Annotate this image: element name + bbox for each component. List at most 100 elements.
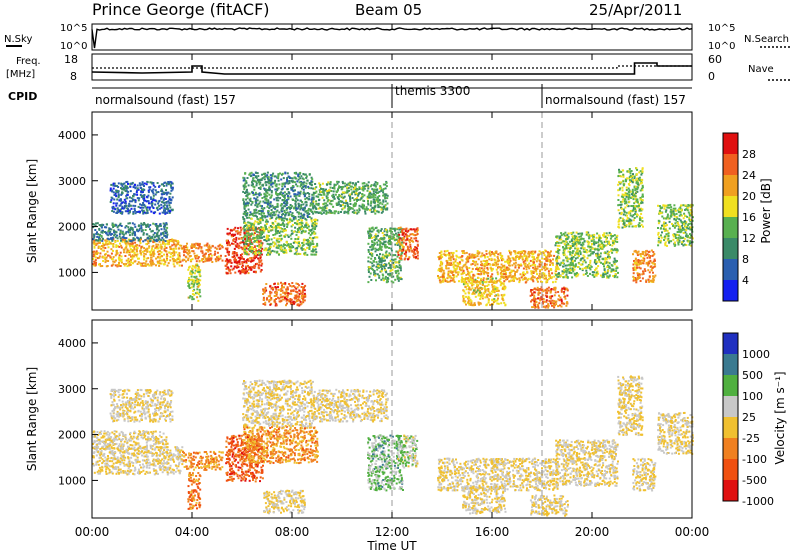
echo-cell bbox=[173, 265, 176, 268]
echo-cell bbox=[163, 247, 166, 250]
echo-cell bbox=[239, 242, 242, 245]
echo-cell bbox=[250, 268, 253, 271]
echo-cell bbox=[269, 174, 272, 177]
echo-cell bbox=[275, 294, 278, 297]
echo-cell bbox=[298, 289, 301, 292]
echo-cell bbox=[372, 201, 375, 204]
echo-cell bbox=[536, 278, 538, 281]
echo-cell bbox=[146, 247, 149, 250]
echo-cell bbox=[217, 259, 220, 262]
echo-cell bbox=[227, 252, 230, 255]
echo-cell bbox=[250, 260, 252, 263]
echo-cell bbox=[536, 265, 539, 268]
echo-cell bbox=[106, 237, 109, 240]
echo-cell bbox=[510, 251, 513, 254]
echo-cell bbox=[220, 245, 223, 247]
echo-cell bbox=[165, 193, 168, 196]
echo-cell bbox=[172, 259, 175, 262]
echo-cell bbox=[281, 207, 284, 210]
echo-cell bbox=[273, 237, 276, 239]
echo-cell bbox=[121, 192, 124, 195]
echo-cell bbox=[258, 259, 261, 262]
echo-cell bbox=[265, 236, 268, 239]
power-echo-marks bbox=[92, 167, 694, 309]
echo-cell bbox=[158, 212, 161, 215]
echo-cell bbox=[265, 240, 268, 243]
echo-cell bbox=[260, 207, 263, 210]
echo-cell bbox=[195, 270, 198, 273]
echo-cell bbox=[531, 250, 534, 253]
echo-cell bbox=[475, 268, 478, 271]
echo-cell bbox=[261, 210, 264, 212]
echo-cell bbox=[261, 173, 264, 176]
echo-cell bbox=[281, 172, 284, 175]
echo-cell bbox=[298, 244, 301, 247]
echo-cell bbox=[247, 268, 250, 271]
echo-cell bbox=[250, 246, 253, 248]
echo-cell bbox=[170, 253, 173, 256]
echo-cell bbox=[393, 239, 396, 242]
echo-cell bbox=[360, 197, 363, 200]
echo-cell bbox=[196, 296, 199, 299]
echo-cell bbox=[455, 271, 458, 274]
echo-cell bbox=[138, 224, 140, 227]
echo-cell bbox=[244, 248, 246, 251]
echo-cell bbox=[129, 245, 132, 248]
echo-cell bbox=[270, 291, 273, 294]
echo-cell bbox=[265, 199, 268, 202]
echo-cell bbox=[95, 222, 98, 225]
echo-cell bbox=[193, 244, 196, 247]
echo-cell bbox=[281, 217, 284, 220]
echo-cell bbox=[285, 218, 288, 221]
echo-cell bbox=[410, 237, 413, 240]
echo-cell bbox=[503, 264, 506, 267]
echo-cell bbox=[362, 205, 365, 207]
echo-cell bbox=[302, 297, 304, 300]
echo-cell bbox=[122, 263, 125, 265]
echo-cell bbox=[332, 190, 335, 193]
echo-cell bbox=[161, 211, 164, 214]
echo-cell bbox=[93, 223, 96, 226]
echo-cell bbox=[242, 179, 245, 182]
echo-cell bbox=[125, 231, 128, 234]
echo-cell bbox=[292, 216, 295, 219]
echo-cell bbox=[370, 230, 373, 233]
echo-cell bbox=[110, 264, 113, 267]
echo-cell bbox=[269, 298, 272, 301]
echo-cell bbox=[309, 233, 312, 236]
echo-cell bbox=[303, 292, 306, 295]
echo-cell bbox=[281, 193, 284, 196]
echo-cell bbox=[378, 195, 381, 197]
echo-cell bbox=[140, 224, 143, 227]
echo-cell bbox=[273, 198, 276, 201]
echo-cell bbox=[248, 198, 251, 201]
echo-cell bbox=[366, 189, 369, 192]
echo-cell bbox=[119, 237, 122, 240]
echo-cell bbox=[121, 187, 123, 190]
echo-cell bbox=[191, 280, 194, 283]
echo-cell bbox=[314, 226, 317, 229]
echo-cell bbox=[183, 251, 186, 254]
echo-cell bbox=[408, 241, 411, 244]
echo-cell bbox=[281, 298, 284, 301]
echo-cell bbox=[282, 177, 285, 180]
echo-cell bbox=[378, 276, 381, 279]
echo-cell bbox=[171, 257, 174, 260]
echo-cell bbox=[229, 232, 231, 235]
echo-cell bbox=[161, 236, 164, 239]
echo-cell bbox=[163, 227, 166, 230]
echo-cell bbox=[274, 292, 277, 295]
echo-cell bbox=[374, 181, 377, 184]
echo-cell bbox=[118, 199, 121, 202]
echo-cell bbox=[524, 281, 527, 284]
echo-cell bbox=[355, 189, 358, 192]
echo-cell bbox=[258, 237, 261, 240]
echo-cell bbox=[507, 275, 510, 278]
echo-cell bbox=[527, 250, 530, 253]
echo-cell bbox=[255, 230, 258, 233]
echo-cell bbox=[135, 211, 138, 213]
echo-cell bbox=[304, 248, 307, 251]
echo-cell bbox=[496, 273, 499, 276]
echo-cell bbox=[282, 245, 285, 248]
echo-cell bbox=[232, 251, 235, 254]
